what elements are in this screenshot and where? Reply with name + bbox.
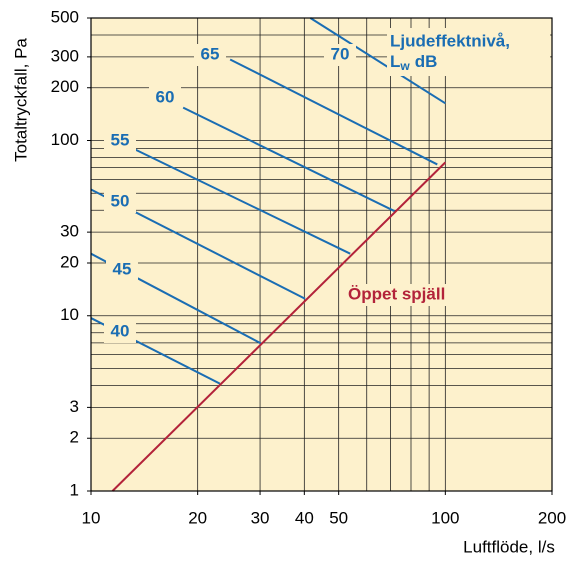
y-tick-label: 30	[60, 222, 79, 241]
series-label: 50	[111, 191, 130, 210]
series-label: 55	[111, 130, 130, 149]
series-label: Öppet spjäll	[348, 284, 445, 303]
y-tick-label: 1	[70, 480, 79, 499]
x-tick-label: 10	[82, 508, 101, 527]
label-background	[104, 191, 136, 213]
lines: 40 45 50 55 60 65 70 Öppet spjäll	[90, 17, 473, 492]
label-background	[104, 130, 136, 152]
x-axis-label: Luftflöde, l/s	[463, 537, 555, 556]
x-tick-label: 50	[329, 508, 348, 527]
label-background	[149, 87, 181, 109]
x-tick-label: 20	[188, 508, 207, 527]
x-tick-label: 30	[251, 508, 270, 527]
legend-title: Ljudeffektnivå,	[390, 31, 510, 50]
series-line	[111, 161, 447, 492]
y-tick-label: 200	[51, 77, 79, 96]
series-line	[134, 148, 351, 255]
series-label: 40	[111, 321, 130, 340]
y-tick-label: 20	[60, 252, 79, 271]
y-tick-label: 3	[70, 397, 79, 416]
series-label: 60	[156, 87, 175, 106]
y-tick-label: 300	[51, 46, 79, 65]
series-line	[309, 17, 446, 105]
x-tick-label: 100	[431, 508, 459, 527]
plot-border	[90, 17, 553, 492]
series-label: 45	[113, 259, 132, 278]
series-label: 65	[201, 44, 220, 63]
x-tick-label: 200	[538, 508, 566, 527]
label-background	[194, 44, 226, 66]
series-line	[229, 58, 438, 166]
legend-symbol: L	[390, 52, 400, 71]
y-axis-label: Totaltryckfall, Pa	[11, 38, 30, 162]
y-tick-label: 100	[51, 130, 79, 149]
label-background	[106, 259, 138, 281]
y-tick-label: 10	[60, 305, 79, 324]
legend-title-line: Lw dB	[390, 52, 437, 73]
y-tick-label: 500	[51, 7, 79, 26]
label-background	[345, 284, 473, 306]
x-tick-label: 40	[295, 508, 314, 527]
y-tick-label: 2	[70, 428, 79, 447]
label-background	[104, 321, 136, 343]
legend-background	[387, 28, 550, 76]
series-line	[182, 106, 396, 213]
legend-subscript: w	[399, 59, 410, 73]
label-background	[324, 44, 356, 66]
series-label: 70	[331, 44, 350, 63]
legend-unit: dB	[415, 52, 438, 71]
